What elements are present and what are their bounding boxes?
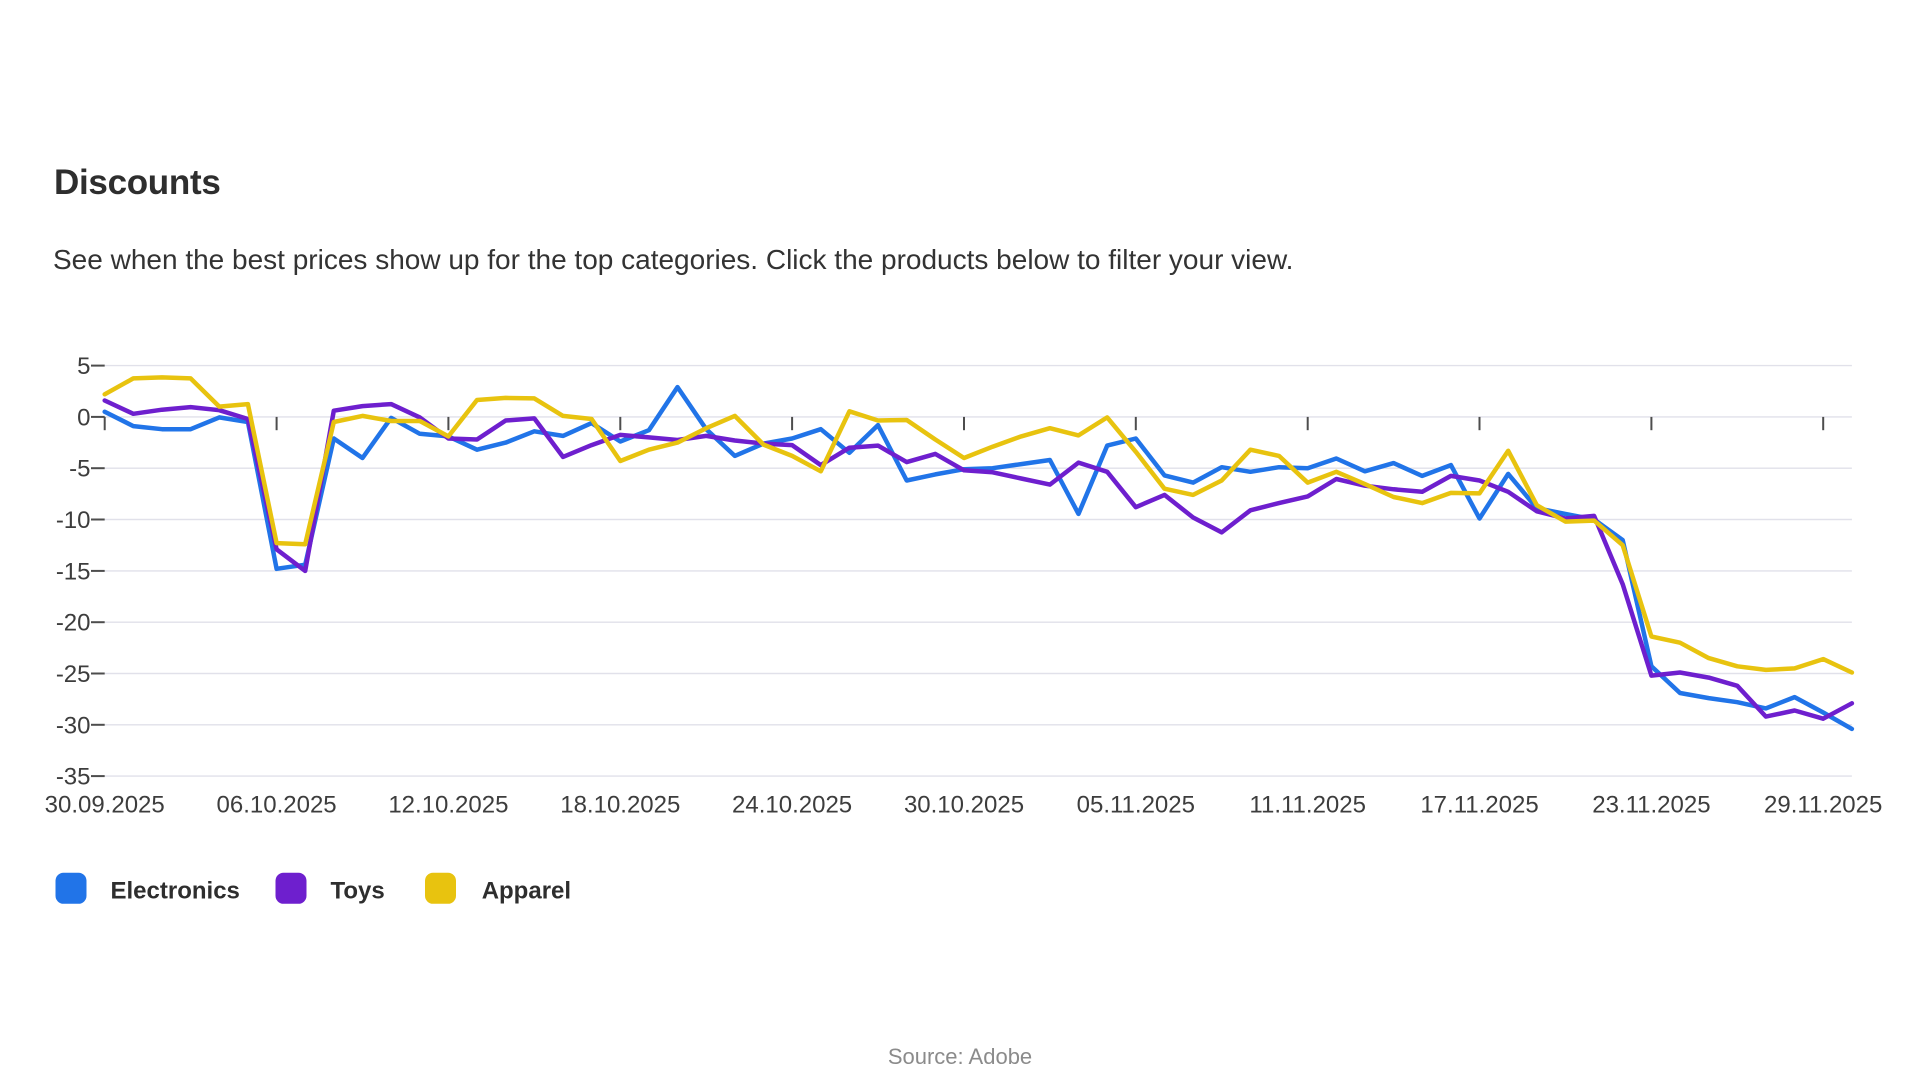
svg-text:29.11.2025: 29.11.2025 — [1764, 792, 1882, 819]
svg-text:0: 0 — [77, 404, 90, 431]
svg-text:05.11.2025: 05.11.2025 — [1077, 792, 1195, 819]
svg-text:11.11.2025: 11.11.2025 — [1249, 792, 1366, 819]
svg-text:30.10.2025: 30.10.2025 — [904, 792, 1024, 819]
svg-text:-35: -35 — [56, 764, 91, 791]
svg-text:06.10.2025: 06.10.2025 — [217, 792, 337, 819]
svg-text:-15: -15 — [56, 558, 91, 585]
svg-text:Electronics: Electronics — [111, 878, 240, 905]
svg-text:24.10.2025: 24.10.2025 — [732, 792, 852, 819]
svg-text:Toys: Toys — [331, 878, 385, 905]
svg-text:17.11.2025: 17.11.2025 — [1420, 792, 1538, 819]
svg-text:Source: Adobe: Source: Adobe — [888, 1044, 1032, 1069]
svg-text:5: 5 — [77, 353, 90, 380]
svg-text:30.09.2025: 30.09.2025 — [45, 792, 165, 819]
svg-text:-25: -25 — [56, 661, 91, 688]
svg-text:-20: -20 — [56, 610, 91, 637]
svg-text:-10: -10 — [56, 507, 91, 534]
svg-text:12.10.2025: 12.10.2025 — [388, 792, 508, 819]
svg-text:23.11.2025: 23.11.2025 — [1592, 792, 1710, 819]
svg-text:Apparel: Apparel — [482, 878, 571, 905]
svg-text:-30: -30 — [56, 712, 91, 739]
svg-text:-5: -5 — [69, 456, 90, 483]
svg-text:18.10.2025: 18.10.2025 — [560, 792, 680, 819]
